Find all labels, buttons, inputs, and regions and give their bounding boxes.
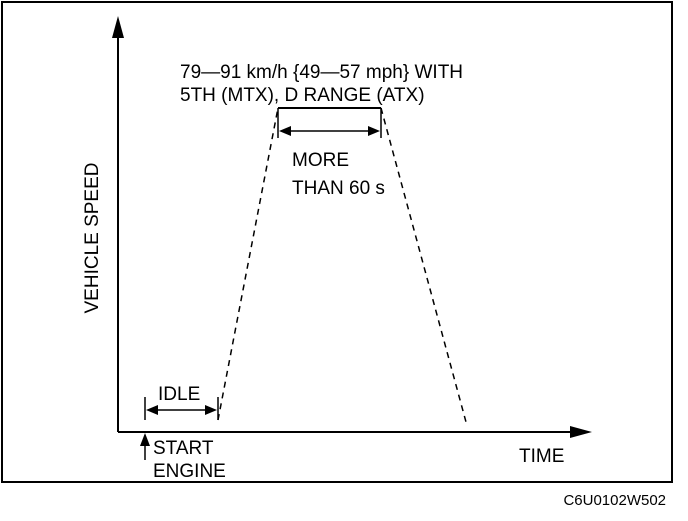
speed-annotation-line2: 5TH (MTX), D RANGE (ATX)	[180, 85, 425, 106]
x-axis-label: TIME	[519, 446, 564, 467]
y-axis-label: VEHICLE SPEED	[82, 163, 103, 314]
y-axis-arrowhead	[112, 16, 124, 38]
idle-label: IDLE	[158, 384, 200, 405]
start-engine-line1: START	[153, 438, 214, 459]
x-axis-arrowhead	[570, 426, 592, 438]
speed-annotation-line1: 79—91 km/h {49—57 mph} WITH	[180, 62, 463, 83]
duration-arrow-left	[279, 126, 291, 136]
start-engine-pointer-arrowhead	[140, 433, 150, 446]
idle-arrow-right	[205, 405, 217, 415]
start-engine-line2: ENGINE	[153, 461, 226, 482]
acceleration-ramp	[217, 107, 279, 421]
deceleration-ramp	[380, 107, 467, 423]
figure-frame	[1, 1, 673, 483]
hold-duration-line1: MORE	[292, 150, 349, 171]
hold-duration-line2: THAN 60 s	[292, 178, 385, 199]
idle-arrow-left	[146, 405, 158, 415]
figure-code: C6U0102W502	[563, 492, 666, 509]
duration-arrow-right	[368, 126, 380, 136]
